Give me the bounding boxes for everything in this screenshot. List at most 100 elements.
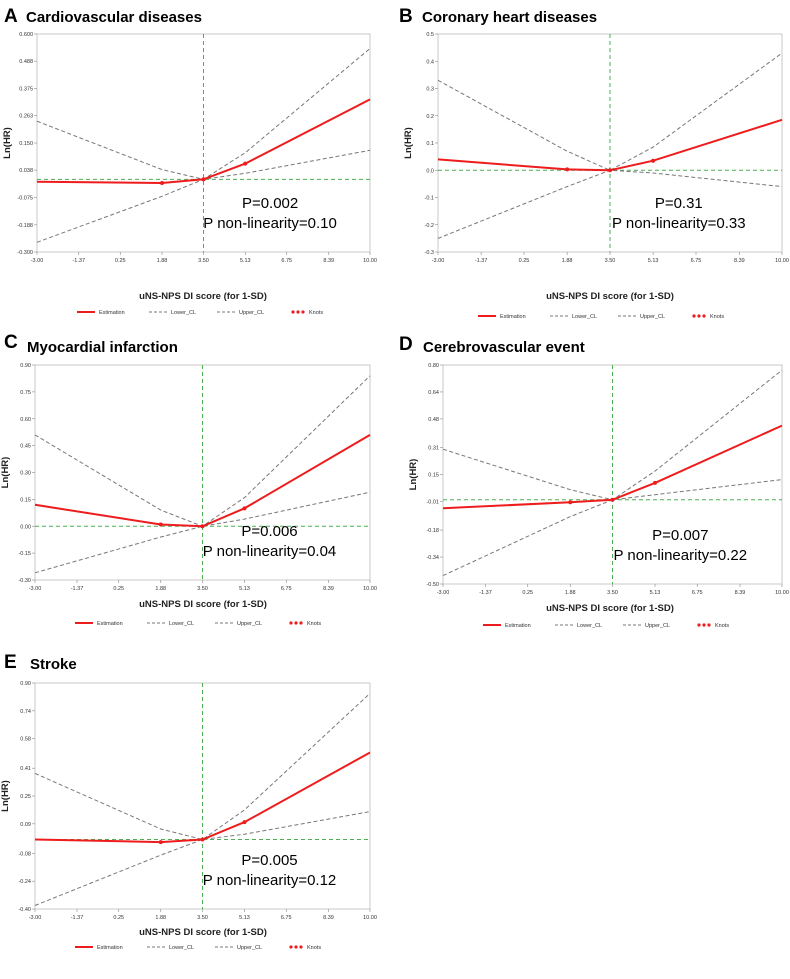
x-tick-label: 5.13	[648, 258, 659, 264]
legend-knots-label: Knots	[307, 945, 321, 951]
legend-upper-label: Upper_CL	[237, 621, 262, 627]
legend-knot-dot	[301, 310, 305, 314]
y-tick-label: -0.34	[426, 555, 439, 561]
y-tick-label: 0.74	[20, 709, 31, 715]
lower-cl-line	[34, 491, 371, 574]
panel-letter: B	[399, 6, 413, 27]
legend-lower-label: Lower_CL	[169, 621, 194, 627]
y-tick-label: -0.50	[426, 582, 439, 588]
y-tick-label: 0.75	[20, 390, 31, 396]
legend-upper-label: Upper_CL	[239, 310, 264, 316]
p-value-text: P=0.005	[241, 852, 297, 869]
legend-knots-label: Knots	[710, 314, 724, 320]
p-nonlinearity-text: P non-linearity=0.04	[203, 543, 337, 560]
panel-title: Cardiovascular diseases	[26, 9, 202, 26]
knot-marker	[565, 167, 570, 172]
y-tick-label: 0.90	[20, 681, 31, 687]
y-tick-label: -0.40	[18, 907, 31, 913]
legend-knots-label: Knots	[715, 623, 729, 629]
y-tick-label: 0.488	[19, 59, 33, 65]
x-tick-label: -1.37	[71, 915, 84, 921]
p-value-text: P=0.31	[655, 195, 703, 212]
legend-knot-dot	[296, 310, 300, 314]
x-tick-label: 3.50	[197, 586, 208, 592]
x-axis-title: uNS-NPS DI score (for 1-SD)	[546, 291, 674, 302]
p-value-text: P=0.007	[652, 527, 708, 544]
legend-knot-dot	[697, 623, 701, 627]
x-tick-label: -3.00	[432, 258, 445, 264]
y-tick-label: 0.4	[426, 59, 434, 65]
y-tick-label: 0.90	[20, 363, 31, 369]
knot-marker	[608, 168, 612, 173]
p-nonlinearity-text: P non-linearity=0.10	[203, 215, 337, 232]
x-axis-title: uNS-NPS DI score (for 1-SD)	[546, 603, 674, 614]
x-tick-label: 1.88	[157, 258, 168, 264]
x-tick-label: 10.00	[775, 590, 789, 596]
y-tick-label: 0.60	[20, 417, 31, 423]
panel-a: A Cardiovascular diseases -0.300 -0.188 -0.0…	[2, 6, 377, 316]
x-tick-label: 8.39	[323, 915, 334, 921]
x-tick-label: 0.25	[115, 258, 126, 264]
x-tick-label: 8.39	[323, 586, 334, 592]
knot-marker	[242, 820, 247, 825]
panel-title: Stroke	[30, 656, 77, 673]
x-tick-label: 10.00	[363, 586, 377, 592]
y-tick-label: 0.64	[428, 390, 439, 396]
x-tick-label: -3.00	[29, 586, 42, 592]
x-tick-label: -1.37	[479, 590, 492, 596]
y-axis-title: Ln(HR)	[403, 127, 414, 159]
p-nonlinearity-text: P non-linearity=0.22	[614, 547, 748, 564]
x-tick-label: -1.37	[475, 258, 488, 264]
y-tick-label: -0.18	[426, 528, 439, 534]
legend-estimation-label: Estimation	[97, 621, 123, 627]
p-value-text: P=0.002	[242, 195, 298, 212]
x-tick-label: 5.13	[650, 590, 661, 596]
legend-upper-label: Upper_CL	[640, 314, 665, 320]
panel-title: Myocardial infarction	[27, 339, 178, 356]
x-axis-title: uNS-NPS DI score (for 1-SD)	[139, 291, 267, 302]
panel-letter: C	[4, 332, 18, 353]
x-tick-label: 0.25	[519, 258, 530, 264]
legend: Estimation Lower_CL Upper_CL Knots	[478, 314, 724, 320]
x-tick-label: -3.00	[31, 258, 44, 264]
x-tick-label: 1.88	[562, 258, 573, 264]
legend-knot-dot	[289, 945, 293, 949]
knot-marker	[201, 177, 206, 182]
y-tick-label: 0.80	[428, 363, 439, 369]
y-tick-label: -0.1	[425, 196, 434, 202]
legend-estimation-label: Estimation	[505, 623, 531, 629]
legend-estimation-label: Estimation	[97, 945, 123, 951]
panel-letter: E	[4, 652, 17, 673]
knot-marker	[158, 522, 163, 527]
knot-marker	[243, 161, 248, 166]
legend-upper-label: Upper_CL	[237, 945, 262, 951]
legend-lower-label: Lower_CL	[171, 310, 196, 316]
legend-lower-label: Lower_CL	[577, 623, 602, 629]
y-tick-label: 0.41	[20, 766, 31, 772]
legend-knot-dot	[707, 623, 711, 627]
upper-cl-line	[34, 693, 371, 841]
y-axis-title: Ln(HR)	[0, 457, 11, 489]
knot-marker	[200, 524, 205, 529]
x-tick-label: 3.50	[197, 915, 208, 921]
legend: Estimation Lower_CL Upper_CL Knots	[77, 310, 323, 316]
y-tick-label: 0.58	[20, 737, 31, 743]
p-nonlinearity-text: P non-linearity=0.33	[612, 215, 746, 232]
x-tick-label: 6.75	[692, 590, 703, 596]
y-tick-label: 0.600	[19, 32, 33, 38]
x-tick-label: 10.00	[363, 915, 377, 921]
x-tick-label: 10.00	[775, 258, 789, 264]
legend: Estimation Lower_CL Upper_CL Knots	[75, 621, 321, 627]
panel-letter: A	[4, 6, 18, 27]
x-tick-label: 8.39	[323, 258, 334, 264]
upper-cl-line	[437, 52, 783, 171]
x-axis-title: uNS-NPS DI score (for 1-SD)	[139, 599, 267, 610]
x-tick-label: 1.88	[565, 590, 576, 596]
y-tick-label: 0.48	[428, 417, 439, 423]
legend-estimation-label: Estimation	[500, 314, 526, 320]
y-tick-label: -0.3	[425, 250, 434, 256]
x-tick-label: 3.50	[605, 258, 616, 264]
y-tick-label: 0.30	[20, 471, 31, 477]
knot-marker	[651, 158, 656, 163]
legend-upper-label: Upper_CL	[645, 623, 670, 629]
